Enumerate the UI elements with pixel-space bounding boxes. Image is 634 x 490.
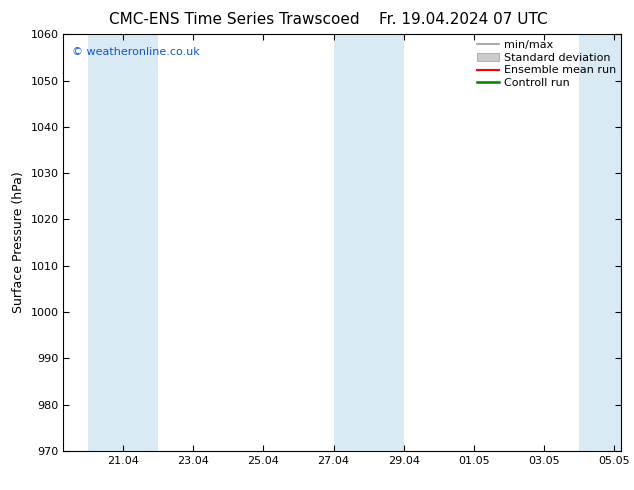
Bar (88, 34, 158, 451)
Legend: min/max, Standard deviation, Ensemble mean run, Controll run: min/max, Standard deviation, Ensemble me… (475, 38, 618, 91)
Text: © weatheronline.co.uk: © weatheronline.co.uk (72, 47, 200, 57)
Bar (579, 34, 621, 451)
Text: CMC-ENS Time Series Trawscoed: CMC-ENS Time Series Trawscoed (109, 12, 360, 27)
Bar (333, 34, 404, 451)
Y-axis label: Surface Pressure (hPa): Surface Pressure (hPa) (12, 172, 25, 314)
Text: Fr. 19.04.2024 07 UTC: Fr. 19.04.2024 07 UTC (378, 12, 547, 27)
